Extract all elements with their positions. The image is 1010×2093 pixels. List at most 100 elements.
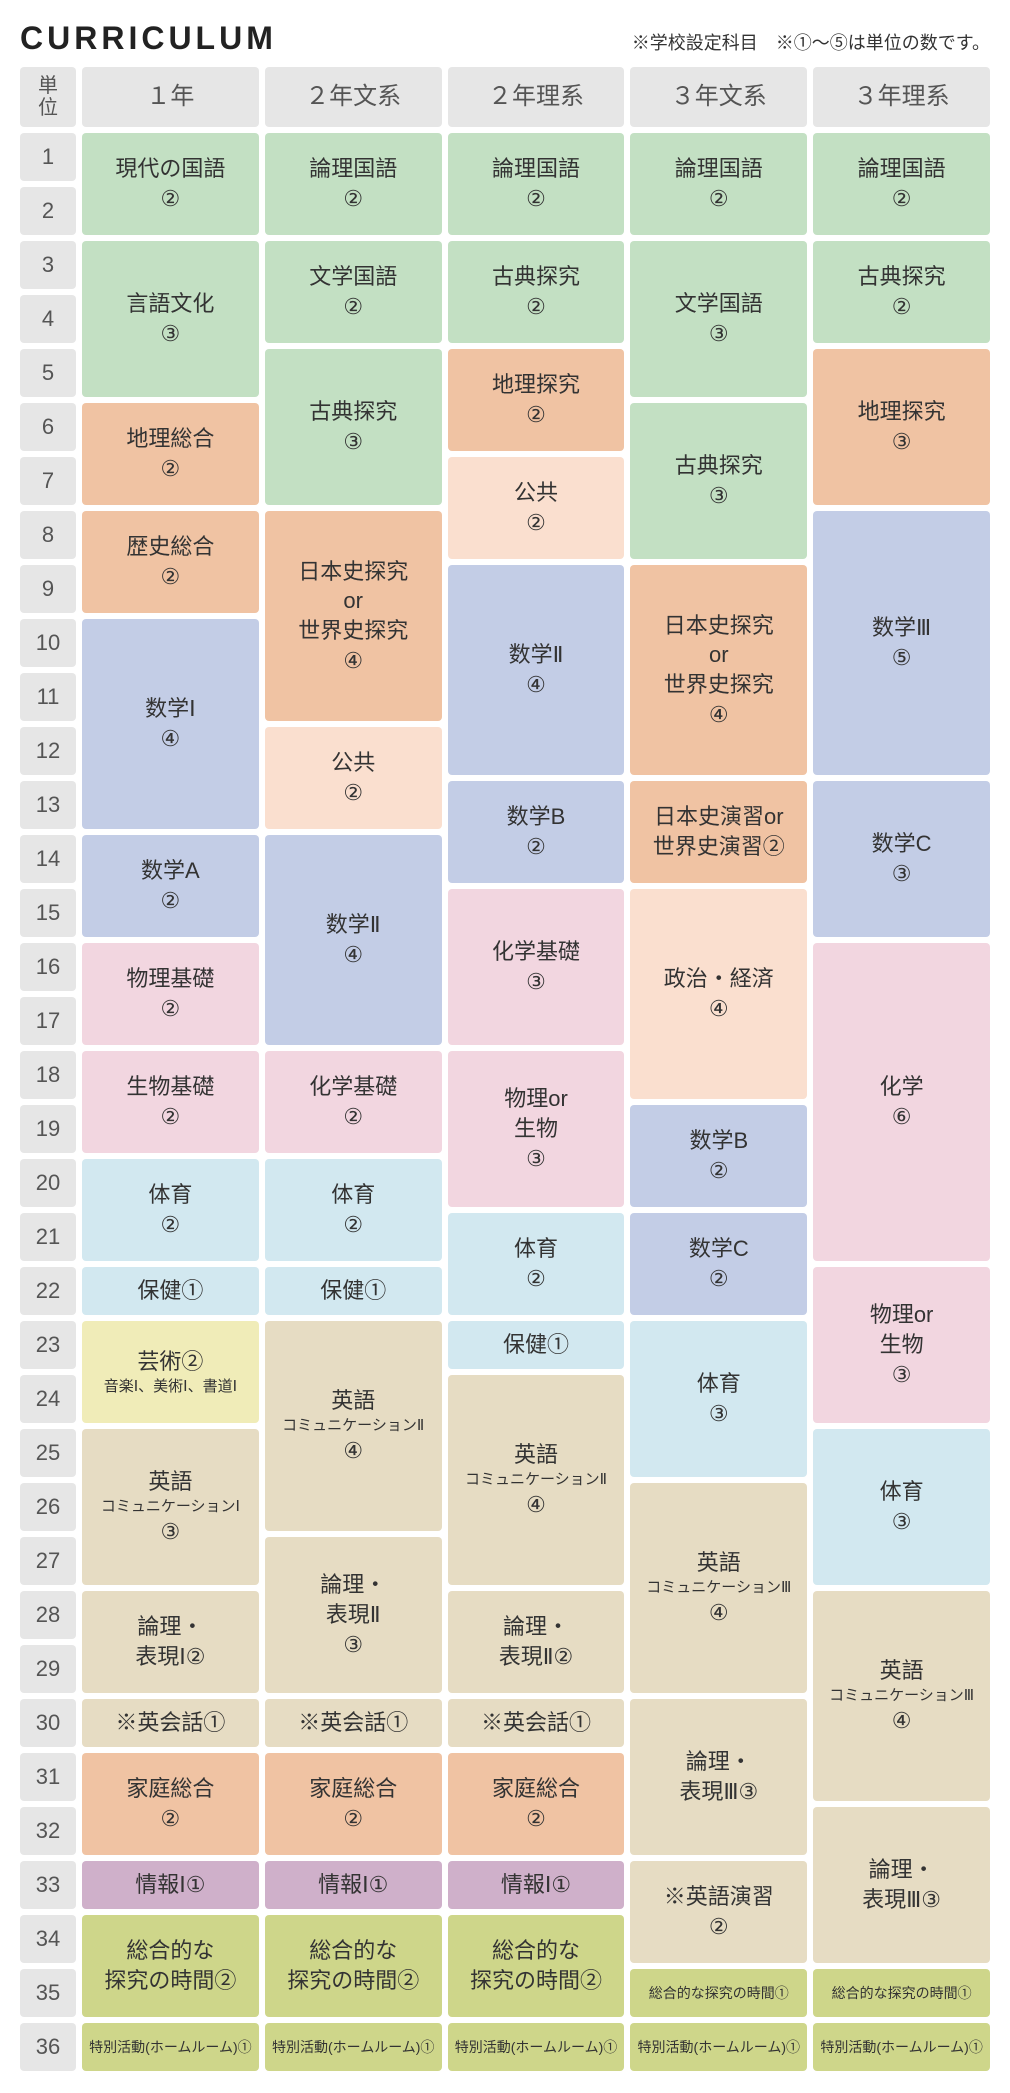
subject-cell: 化学基礎③ — [448, 889, 625, 1045]
subject-cell: ※英会話① — [265, 1699, 442, 1747]
subject-cell: 家庭総合② — [448, 1753, 625, 1855]
subject-cell: 総合的な探究の時間② — [82, 1915, 259, 2017]
subject-cell: 論理・表現Ⅱ② — [448, 1591, 625, 1693]
page-title: CURRICULUM — [20, 20, 277, 57]
unit-30: 30 — [20, 1699, 76, 1747]
subject-cell: 言語文化③ — [82, 241, 259, 397]
header-note: ※学校設定科目 ※①～⑤は単位の数です。 — [632, 29, 990, 55]
subject-cell: 文学国語② — [265, 241, 442, 343]
subject-cell: 情報Ⅰ① — [265, 1861, 442, 1909]
subject-cell: 特別活動(ホームルーム)① — [448, 2023, 625, 2071]
subject-cell: 生物基礎② — [82, 1051, 259, 1153]
subject-cell: 日本史探究or世界史探究④ — [630, 565, 807, 775]
subject-cell: 日本史探究or世界史探究④ — [265, 511, 442, 721]
subject-cell: 日本史演習or世界史演習② — [630, 781, 807, 883]
subject-cell: 歴史総合② — [82, 511, 259, 613]
unit-33: 33 — [20, 1861, 76, 1909]
unit-5: 5 — [20, 349, 76, 397]
subject-cell: 物理or生物③ — [813, 1267, 990, 1423]
unit-25: 25 — [20, 1429, 76, 1477]
subject-cell: 物理or生物③ — [448, 1051, 625, 1207]
subject-cell: 英語コミュニケーションⅡ④ — [265, 1321, 442, 1531]
subject-cell: 数学Ⅱ④ — [265, 835, 442, 1045]
subject-cell: 数学B② — [630, 1105, 807, 1207]
subject-cell: 論理国語② — [630, 133, 807, 235]
subject-cell: 家庭総合② — [82, 1753, 259, 1855]
subject-cell: 情報Ⅰ① — [448, 1861, 625, 1909]
subject-cell: 論理・表現Ⅱ③ — [265, 1537, 442, 1693]
unit-35: 35 — [20, 1969, 76, 2017]
subject-cell: 公共② — [448, 457, 625, 559]
subject-cell: 芸術②音楽Ⅰ、美術Ⅰ、書道Ⅰ — [82, 1321, 259, 1423]
subject-cell: 論理・表現Ⅰ② — [82, 1591, 259, 1693]
unit-24: 24 — [20, 1375, 76, 1423]
unit-8: 8 — [20, 511, 76, 559]
unit-23: 23 — [20, 1321, 76, 1369]
subject-cell: 情報Ⅰ① — [82, 1861, 259, 1909]
subject-cell: 保健① — [82, 1267, 259, 1315]
unit-27: 27 — [20, 1537, 76, 1585]
header-col-2: ２年文系 — [265, 67, 442, 127]
subject-cell: 数学C② — [630, 1213, 807, 1315]
subject-cell: 数学Ⅱ④ — [448, 565, 625, 775]
subject-cell: 論理国語② — [813, 133, 990, 235]
subject-cell: 数学Ⅰ④ — [82, 619, 259, 829]
unit-15: 15 — [20, 889, 76, 937]
subject-cell: 論理・表現Ⅲ③ — [813, 1807, 990, 1963]
unit-18: 18 — [20, 1051, 76, 1099]
subject-cell: 体育② — [265, 1159, 442, 1261]
subject-cell: 古典探究② — [448, 241, 625, 343]
subject-cell: 特別活動(ホームルーム)① — [813, 2023, 990, 2071]
unit-32: 32 — [20, 1807, 76, 1855]
subject-cell: 地理探究③ — [813, 349, 990, 505]
unit-19: 19 — [20, 1105, 76, 1153]
subject-cell: 総合的な探究の時間② — [265, 1915, 442, 2017]
unit-29: 29 — [20, 1645, 76, 1693]
subject-cell: 論理・表現Ⅲ③ — [630, 1699, 807, 1855]
subject-cell: 特別活動(ホームルーム)① — [265, 2023, 442, 2071]
unit-20: 20 — [20, 1159, 76, 1207]
subject-cell: 論理国語② — [265, 133, 442, 235]
curriculum-grid: 単位１年２年文系２年理系３年文系３年理系12345678910111213141… — [20, 67, 990, 2071]
unit-10: 10 — [20, 619, 76, 667]
unit-7: 7 — [20, 457, 76, 505]
unit-4: 4 — [20, 295, 76, 343]
subject-cell: 文学国語③ — [630, 241, 807, 397]
subject-cell: ※英語演習② — [630, 1861, 807, 1963]
subject-cell: 物理基礎② — [82, 943, 259, 1045]
subject-cell: 地理探究② — [448, 349, 625, 451]
subject-cell: 現代の国語② — [82, 133, 259, 235]
subject-cell: 体育③ — [813, 1429, 990, 1585]
subject-cell: 特別活動(ホームルーム)① — [630, 2023, 807, 2071]
subject-cell: 家庭総合② — [265, 1753, 442, 1855]
header-col-4: ３年文系 — [630, 67, 807, 127]
subject-cell: 数学A② — [82, 835, 259, 937]
subject-cell: 化学基礎② — [265, 1051, 442, 1153]
subject-cell: 体育② — [82, 1159, 259, 1261]
subject-cell: 英語コミュニケーションⅢ④ — [630, 1483, 807, 1693]
subject-cell: 体育② — [448, 1213, 625, 1315]
subject-cell: 保健① — [265, 1267, 442, 1315]
unit-31: 31 — [20, 1753, 76, 1801]
subject-cell: 総合的な探究の時間① — [813, 1969, 990, 2017]
unit-12: 12 — [20, 727, 76, 775]
subject-cell: 総合的な探究の時間① — [630, 1969, 807, 2017]
unit-1: 1 — [20, 133, 76, 181]
subject-cell: 古典探究③ — [630, 403, 807, 559]
subject-cell: 数学B② — [448, 781, 625, 883]
subject-cell: 英語コミュニケーションⅡ④ — [448, 1375, 625, 1585]
unit-11: 11 — [20, 673, 76, 721]
subject-cell: 体育③ — [630, 1321, 807, 1477]
subject-cell: 化学⑥ — [813, 943, 990, 1261]
header-col-3: ２年理系 — [448, 67, 625, 127]
unit-17: 17 — [20, 997, 76, 1045]
subject-cell: 政治・経済④ — [630, 889, 807, 1099]
header-unit: 単位 — [20, 67, 76, 127]
unit-22: 22 — [20, 1267, 76, 1315]
unit-13: 13 — [20, 781, 76, 829]
subject-cell: 論理国語② — [448, 133, 625, 235]
unit-3: 3 — [20, 241, 76, 289]
subject-cell: 総合的な探究の時間② — [448, 1915, 625, 2017]
subject-cell: 公共② — [265, 727, 442, 829]
subject-cell: 保健① — [448, 1321, 625, 1369]
